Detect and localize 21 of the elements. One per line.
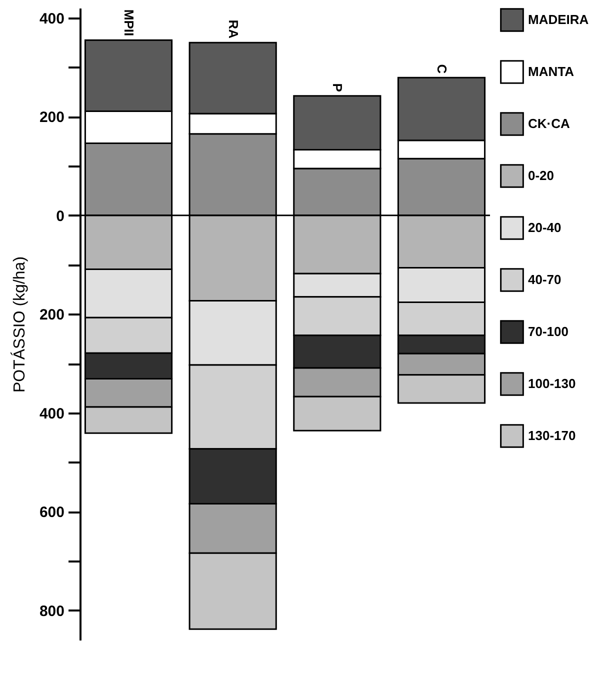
x-tick-label: P bbox=[330, 83, 346, 92]
legend-label: 20-40 bbox=[528, 220, 562, 235]
y-tick-label: 0 bbox=[56, 208, 64, 225]
y-tick-label: 600 bbox=[39, 504, 64, 522]
legend-label: CK·CA bbox=[528, 116, 570, 131]
y-axis-title: POTÁSSIO (kg/ha) bbox=[10, 256, 28, 393]
x-tick-label: RA bbox=[226, 20, 241, 40]
y-tick-label: 200 bbox=[39, 109, 64, 126]
x-tick-label: C bbox=[434, 64, 450, 74]
legend-label: 70-100 bbox=[528, 324, 568, 339]
legend-label: 100-130 bbox=[528, 376, 576, 391]
y-tick-label: 400 bbox=[39, 405, 64, 422]
legend-label: MADEIRA bbox=[528, 12, 590, 27]
legend-label: MANTA bbox=[528, 64, 575, 79]
x-tick-label: MPII bbox=[122, 9, 137, 36]
y-tick-label: 800 bbox=[39, 602, 64, 620]
legend-label: 40-70 bbox=[528, 272, 562, 287]
y-tick-label: 200 bbox=[39, 306, 64, 324]
legend-label: 130-170 bbox=[528, 428, 576, 443]
y-tick-label: 400 bbox=[39, 10, 64, 28]
legend-label: 0-20 bbox=[528, 168, 554, 183]
